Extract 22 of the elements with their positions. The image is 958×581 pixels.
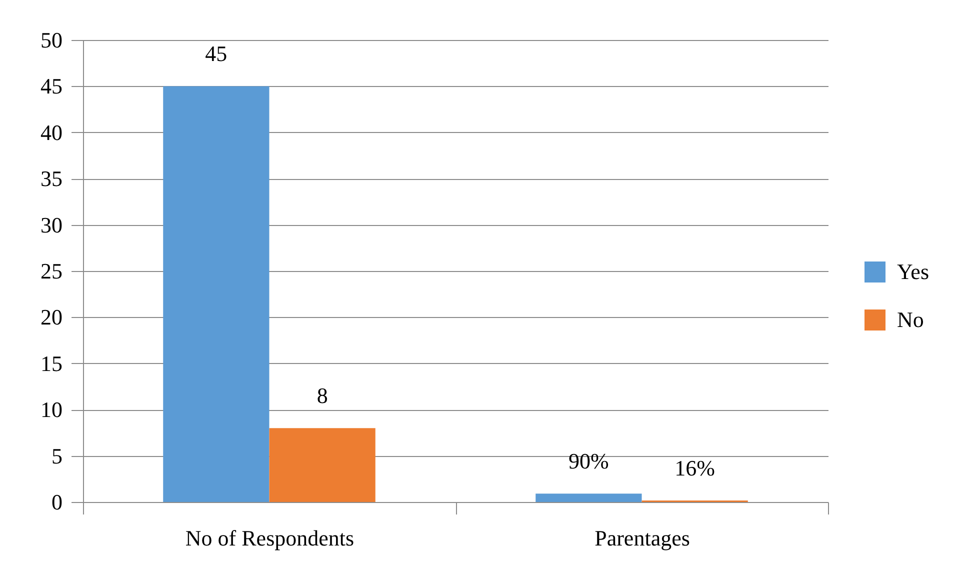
y-tick-label: 40	[40, 120, 62, 145]
x-tick-label: No of Respondents	[185, 526, 354, 550]
y-tick-label: 0	[52, 490, 62, 514]
bar	[269, 428, 376, 502]
y-tick-label: 5	[52, 443, 62, 468]
y-tick-label: 25	[40, 258, 62, 284]
legend-label: Yes	[897, 259, 930, 284]
y-tick-label: 20	[40, 304, 62, 330]
data-label: 90%	[568, 448, 609, 474]
bar	[163, 86, 270, 502]
bar	[536, 494, 642, 502]
data-label: 45	[205, 41, 228, 66]
y-tick-label: 30	[40, 212, 62, 238]
data-label: 8	[316, 383, 328, 408]
y-tick-label: 15	[40, 350, 62, 376]
data-label: 16%	[674, 456, 715, 481]
x-tick-label: Parentages	[594, 526, 690, 550]
y-tick-label: 50	[40, 28, 62, 52]
legend-label: No	[897, 307, 924, 332]
y-tick-label: 10	[40, 397, 62, 422]
y-tick-label: 35	[40, 166, 62, 192]
y-tick-label: 45	[40, 74, 62, 99]
